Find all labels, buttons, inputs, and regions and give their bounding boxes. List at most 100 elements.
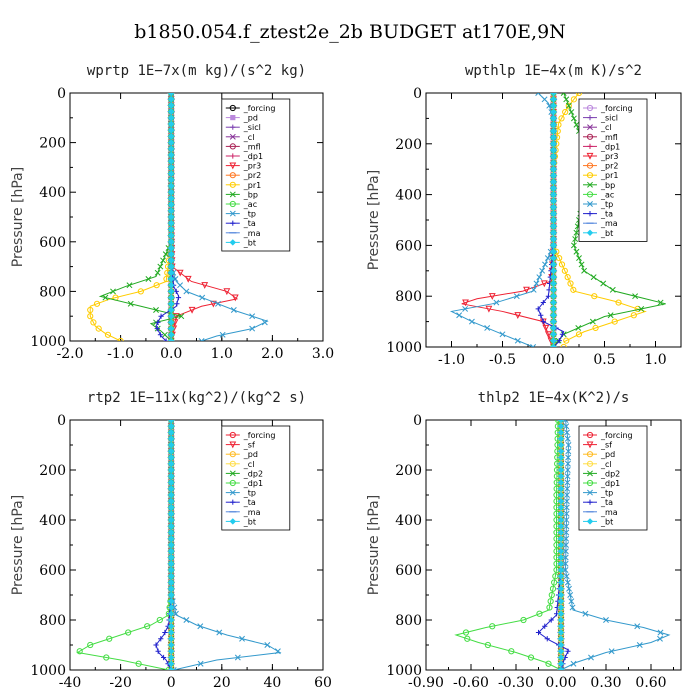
legend-dp1-label: _dp1	[243, 152, 263, 161]
legend-forcing-label: _forcing	[243, 104, 276, 113]
series-bt-point	[168, 213, 175, 221]
series-bt-point	[557, 616, 565, 624]
series-pr3-point	[176, 269, 184, 277]
series-dp1-line	[76, 420, 172, 670]
series-bp-point	[568, 109, 575, 116]
series-tp-point	[565, 454, 572, 461]
series-bt-point	[168, 93, 175, 97]
legend-dp2-marker	[229, 470, 236, 477]
series-ta-point	[540, 319, 546, 325]
series-pr1-point	[567, 280, 574, 287]
series-tp-point	[230, 307, 237, 313]
series-bp-point	[110, 288, 116, 295]
series-bt-point	[168, 616, 175, 624]
legend-pd-label: _pd	[600, 450, 615, 459]
series-bt-point	[168, 251, 175, 258]
x-tick-label: 0.30	[590, 675, 621, 691]
series-dp1-point	[508, 648, 515, 655]
series-bp-point	[576, 255, 582, 262]
legend-ma-label: _ma	[243, 508, 261, 517]
legend-forcing-marker	[586, 104, 594, 112]
series-dp1-point	[484, 641, 491, 649]
series-tp-point	[566, 585, 572, 592]
series-ta-point	[544, 636, 550, 642]
series-bt-point	[557, 579, 565, 586]
series-tp-point	[198, 338, 205, 341]
legend-sicl-marker	[587, 115, 593, 121]
series-tp-point	[565, 448, 572, 455]
legend-ta-label: _ta	[600, 210, 613, 219]
series-tp-point	[168, 93, 175, 96]
series-pr1-point	[570, 96, 578, 103]
x-tick-label: -0.5	[489, 352, 516, 368]
series-bt-point	[168, 263, 175, 270]
series-bt-point	[168, 523, 175, 530]
panel-title: wprtp 1E−7x(m kg)/(s^2 kg)	[87, 63, 306, 79]
y-tick-label: 1000	[386, 340, 422, 356]
series-tp-point	[588, 654, 594, 661]
series-bt-point	[550, 185, 557, 192]
legend-mfl-label: _mfl	[243, 142, 261, 151]
legend-pr3-marker	[229, 162, 237, 170]
legend-forcing-label: _forcing	[243, 431, 276, 440]
series-pr3-point	[542, 324, 550, 332]
legend-pr2-label: _pr2	[243, 171, 261, 180]
y-tick-label: 800	[39, 284, 66, 300]
series-bt-point	[557, 641, 565, 649]
series-bp-point	[573, 229, 580, 236]
series-tp-point	[562, 567, 569, 573]
series-bp-point	[581, 267, 588, 274]
series-bt-point	[168, 423, 175, 430]
series-bt-point	[550, 324, 557, 332]
legend-dp1-marker	[229, 479, 236, 487]
series-tp-point	[172, 610, 179, 617]
legend-sicl-marker	[230, 124, 236, 130]
series-bt-point	[557, 441, 565, 449]
legend-dp1-marker	[586, 479, 594, 487]
y-tick-label: 200	[395, 463, 422, 479]
series-tp-point	[562, 560, 569, 567]
series-ta-point	[158, 313, 164, 319]
series-bt-point	[557, 610, 565, 617]
series-dp1-point	[554, 420, 562, 424]
legend-bt-label: _bt	[243, 238, 256, 247]
series-pr1-point	[104, 331, 112, 338]
series-tp-point	[199, 294, 206, 301]
series-bt-point	[550, 248, 557, 255]
series-tp-point	[484, 324, 491, 331]
series-bt-point	[550, 159, 557, 167]
series-bt-point	[550, 261, 557, 268]
series-bt-point	[550, 337, 557, 344]
legend-mfl-marker	[229, 143, 236, 150]
series-dp1-point	[87, 641, 94, 649]
series-bp-point	[578, 261, 585, 268]
x-tick-label: 20	[213, 675, 231, 691]
series-dp1-point	[76, 648, 83, 655]
series-bt-point	[168, 164, 175, 171]
series-pr3-point	[188, 306, 196, 314]
series-bp-point	[160, 257, 167, 264]
series-bt-point	[168, 220, 175, 227]
legend-cl-marker	[586, 460, 594, 467]
series-bt-point	[168, 441, 175, 449]
series-bt-point	[168, 139, 175, 146]
legend-box	[221, 425, 291, 531]
series-dp1-point	[156, 616, 163, 624]
series-bt-point	[168, 282, 175, 289]
series-pr1-point	[564, 274, 571, 281]
series-tp-point	[530, 344, 537, 347]
legend-bp-marker	[587, 181, 593, 188]
legend-sf-marker	[586, 441, 594, 449]
series-ta-point	[154, 326, 160, 332]
legend-cl-label: _cl	[243, 460, 255, 469]
series-bt-point	[168, 560, 175, 567]
series-bp-point	[560, 93, 567, 96]
series-bp-point	[154, 269, 161, 276]
series-tp-point	[564, 473, 571, 480]
series-bt-point	[550, 121, 557, 128]
series-tp-point	[563, 573, 570, 580]
series-bt-point	[550, 191, 557, 198]
y-tick-label: 200	[39, 136, 66, 152]
series-pr3-point	[231, 294, 239, 302]
